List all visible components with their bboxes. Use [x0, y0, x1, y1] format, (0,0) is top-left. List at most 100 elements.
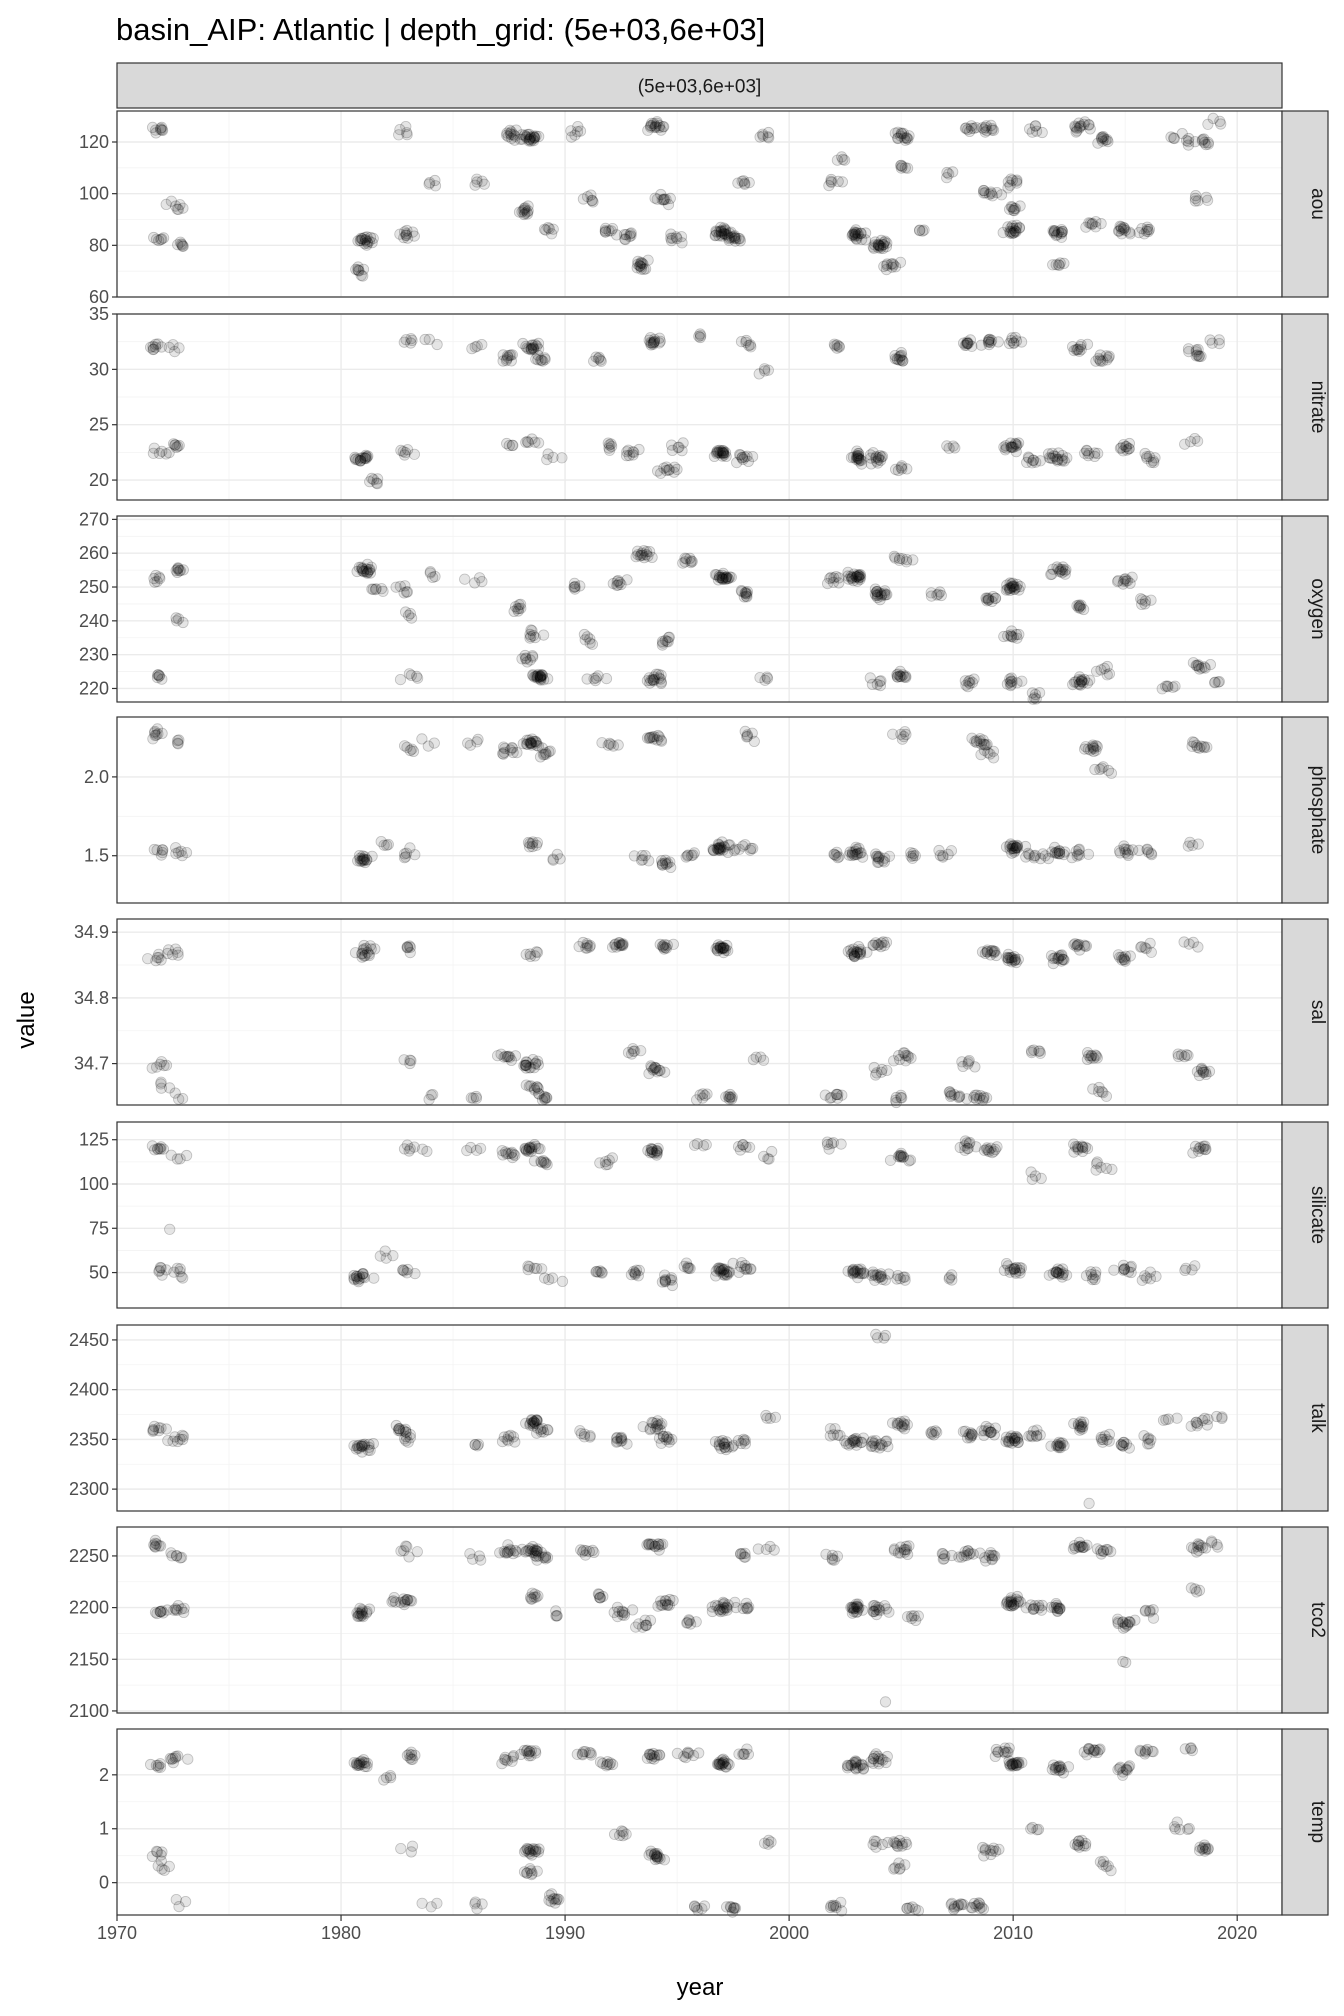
data-point-nitrate — [603, 439, 616, 451]
data-point-nitrate — [529, 436, 541, 448]
data-point-talk — [1073, 1420, 1085, 1432]
data-point-aou — [918, 224, 930, 236]
data-point-aou — [501, 129, 513, 141]
data-point-aou — [892, 132, 904, 145]
data-point-aou — [528, 132, 541, 144]
data-point-aou — [987, 124, 1000, 136]
data-point-nitrate — [170, 441, 182, 453]
data-point-aou — [889, 127, 901, 139]
data-point-aou — [1056, 225, 1068, 238]
data-point-aou — [878, 260, 890, 272]
data-point-aou — [1014, 200, 1026, 212]
data-point-nitrate — [1067, 341, 1079, 353]
data-point-aou — [175, 238, 187, 250]
data-point-phosphate — [404, 744, 416, 757]
data-point-oxygen — [394, 673, 407, 686]
data-point-phosphate — [646, 731, 659, 743]
data-point-talk — [737, 1433, 750, 1445]
data-point-aou — [571, 126, 584, 138]
data-point-talk — [761, 1412, 773, 1424]
data-point-nitrate — [408, 448, 420, 460]
data-point-aou — [962, 124, 974, 136]
data-point-silicate — [534, 1143, 546, 1155]
data-point-nitrate — [651, 465, 664, 477]
data-point-aou — [565, 125, 577, 137]
data-point-aou — [586, 194, 598, 206]
data-point-aou — [1123, 226, 1136, 238]
data-point-silicate — [500, 1148, 513, 1160]
data-point-aou — [1026, 126, 1038, 138]
data-point-aou — [625, 230, 637, 242]
data-point-phosphate — [712, 842, 725, 855]
data-point-aou — [852, 230, 864, 242]
data-point-aou — [353, 265, 365, 277]
data-point-aou — [352, 264, 365, 277]
data-point-aou — [1141, 225, 1153, 237]
data-point-nitrate — [673, 441, 685, 453]
data-point-aou — [523, 134, 536, 146]
data-point-aou — [516, 133, 529, 145]
data-point-aou — [849, 231, 861, 243]
y-tick-label: 30 — [89, 359, 109, 379]
data-point-talk — [162, 1435, 174, 1447]
data-point-aou — [1054, 257, 1066, 269]
data-point-sal — [1097, 1087, 1109, 1099]
data-point-silicate — [659, 1275, 672, 1287]
data-point-aou — [1095, 133, 1108, 145]
data-point-aou — [895, 130, 907, 142]
data-point-aou — [722, 230, 734, 242]
data-point-aou — [965, 120, 978, 132]
data-point-aou — [825, 173, 837, 186]
data-point-nitrate — [620, 450, 633, 462]
data-point-aou — [587, 196, 599, 208]
data-point-aou — [527, 133, 539, 145]
data-point-aou — [1143, 223, 1156, 236]
row-strip-label: sal — [1307, 1000, 1328, 1024]
data-point-aou — [849, 230, 861, 242]
y-tick-label: 25 — [89, 415, 109, 435]
data-point-aou — [606, 223, 619, 235]
data-point-aou — [943, 168, 955, 180]
data-point-nitrate — [602, 437, 614, 449]
y-tick-label: 75 — [89, 1218, 109, 1238]
y-tick-label: 0 — [99, 1873, 109, 1893]
data-point-aou — [648, 118, 660, 130]
data-point-nitrate — [532, 437, 545, 449]
data-point-nitrate — [398, 449, 411, 461]
data-point-aou — [725, 226, 737, 238]
data-point-temp — [469, 1896, 482, 1908]
data-point-aou — [521, 206, 533, 218]
data-point-aou — [662, 199, 675, 211]
data-point-sal — [905, 1052, 917, 1064]
data-point-nitrate — [719, 446, 732, 459]
data-point-aou — [502, 131, 514, 143]
data-point-aou — [1215, 118, 1227, 130]
data-point-aou — [859, 234, 872, 246]
data-point-aou — [723, 231, 736, 244]
data-point-aou — [599, 226, 612, 238]
data-point-talk — [1000, 1436, 1012, 1448]
data-point-sal — [1135, 941, 1147, 953]
data-point-aou — [1119, 224, 1132, 236]
data-point-aou — [743, 177, 755, 189]
data-point-tco2 — [870, 1601, 882, 1613]
data-point-oxygen — [1011, 677, 1023, 689]
data-point-aou — [1113, 225, 1125, 237]
data-point-aou — [155, 233, 167, 246]
data-point-tco2 — [516, 1543, 528, 1555]
data-point-nitrate — [676, 445, 688, 457]
data-point-silicate — [871, 1269, 883, 1281]
data-point-sal — [403, 940, 415, 952]
data-point-sal — [1192, 941, 1204, 953]
data-point-oxygen — [637, 549, 649, 561]
data-point-aou — [401, 129, 413, 141]
data-point-aou — [901, 162, 914, 174]
data-point-aou — [729, 232, 741, 244]
data-point-aou — [625, 227, 637, 239]
data-point-talk — [1117, 1440, 1129, 1452]
data-point-aou — [851, 233, 863, 245]
data-point-aou — [665, 228, 677, 240]
data-point-talk — [472, 1438, 485, 1450]
y-tick-label: 35 — [89, 304, 109, 324]
